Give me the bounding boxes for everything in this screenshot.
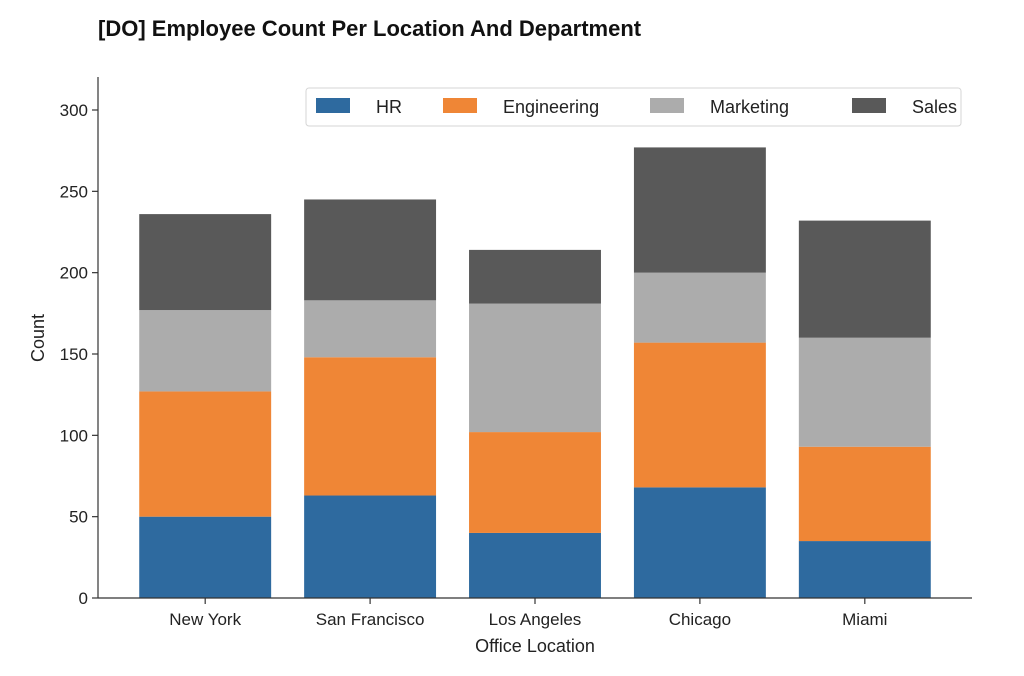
chart-title: [DO] Employee Count Per Location And Dep… <box>98 16 642 41</box>
bar-marketing-miami <box>798 337 931 447</box>
legend-swatch-engineering <box>443 98 477 113</box>
y-tick-label: 100 <box>60 426 88 445</box>
bar-hr-san-francisco <box>304 495 437 598</box>
x-tick-label: San Francisco <box>316 610 425 629</box>
bar-hr-chicago <box>633 487 766 598</box>
legend: HR Engineering Marketing Sales <box>305 87 962 127</box>
x-tick-label: Miami <box>842 610 887 629</box>
legend-label-engineering: Engineering <box>503 97 599 117</box>
bar-sales-san-francisco <box>304 199 437 301</box>
legend-swatch-sales <box>852 98 886 113</box>
legend-box <box>305 87 962 127</box>
y-ticks-group: 0 50 100 150 200 250 300 <box>60 101 98 608</box>
bar-marketing-new-york <box>139 310 272 392</box>
bar-sales-los-angeles <box>469 249 601 304</box>
bar-marketing-los-angeles <box>469 303 601 433</box>
bar-sales-miami <box>798 220 931 338</box>
bar-marketing-chicago <box>633 272 766 343</box>
legend-swatch-hr <box>316 98 350 113</box>
y-tick-label: 50 <box>69 508 88 527</box>
legend-label-sales: Sales <box>912 97 957 117</box>
x-tick-label: Los Angeles <box>489 610 582 629</box>
y-tick-label: 150 <box>60 345 88 364</box>
bar-hr-los-angeles <box>469 532 601 598</box>
x-tick-label: Chicago <box>669 610 731 629</box>
y-tick-label: 250 <box>60 182 88 201</box>
bar-marketing-san-francisco <box>304 300 437 358</box>
x-ticks-group: New York San Francisco Los Angeles Chicago M… <box>169 598 887 629</box>
legend-label-marketing: Marketing <box>710 97 789 117</box>
bar-engineering-new-york <box>139 391 272 517</box>
x-axis-label: Office Location <box>475 636 595 656</box>
y-tick-label: 200 <box>60 264 88 283</box>
bars-group <box>139 147 931 598</box>
y-axis-label: Count <box>28 314 48 362</box>
bar-engineering-san-francisco <box>304 357 437 496</box>
bar-hr-miami <box>798 541 931 598</box>
bar-sales-new-york <box>139 214 272 311</box>
x-tick-label: New York <box>169 610 241 629</box>
y-tick-label: 0 <box>79 589 88 608</box>
legend-swatch-marketing <box>650 98 684 113</box>
bar-engineering-los-angeles <box>469 432 601 533</box>
bar-engineering-miami <box>798 446 931 542</box>
bar-hr-new-york <box>139 516 272 598</box>
y-tick-label: 300 <box>60 101 88 120</box>
bar-engineering-chicago <box>633 342 766 488</box>
bar-sales-chicago <box>633 147 766 273</box>
legend-label-hr: HR <box>376 97 402 117</box>
